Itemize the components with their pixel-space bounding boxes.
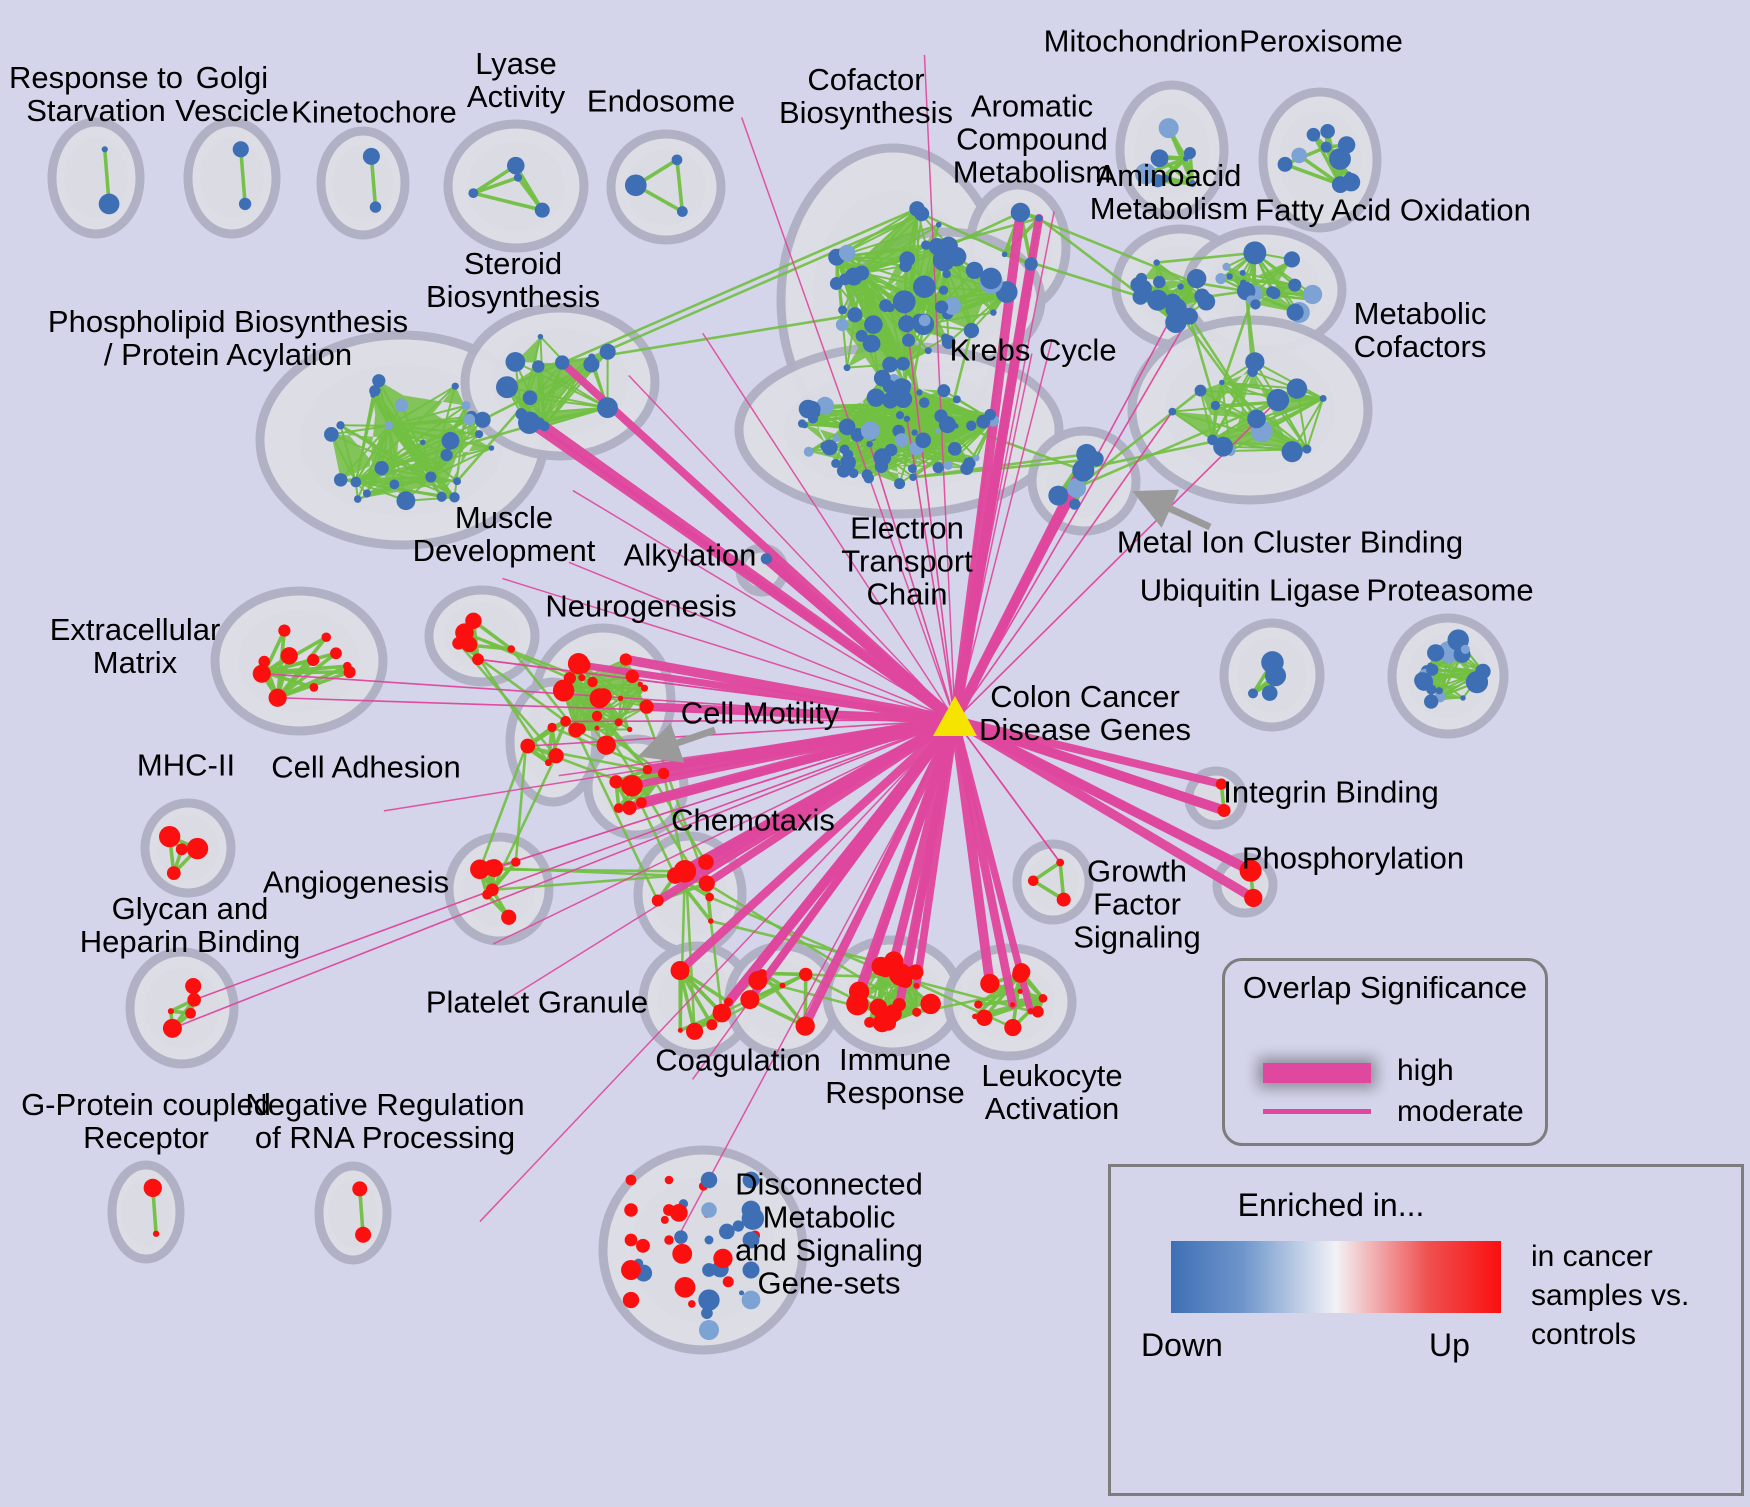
overlap-significance-legend: Overlap Significance high moderate [1222, 958, 1548, 1146]
enrichment-down-label: Down [1141, 1327, 1223, 1363]
enrichment-colorbar [1171, 1241, 1501, 1313]
overlap-high-swatch [1263, 1063, 1371, 1083]
overlap-moderate-label: moderate [1397, 1095, 1524, 1128]
enriched-legend-title: Enriched in... [1237, 1187, 1425, 1223]
enrichment-up-label: Up [1429, 1327, 1470, 1363]
overlap-moderate-swatch [1263, 1109, 1371, 1114]
enrichment-side-label: in cancer samples vs. controls [1531, 1240, 1690, 1351]
enriched-in-legend: Enriched in... Down Up in cancer samples… [1108, 1164, 1744, 1496]
overlap-legend-title: Overlap Significance [1242, 970, 1528, 1005]
overlap-high-label: high [1397, 1054, 1454, 1087]
